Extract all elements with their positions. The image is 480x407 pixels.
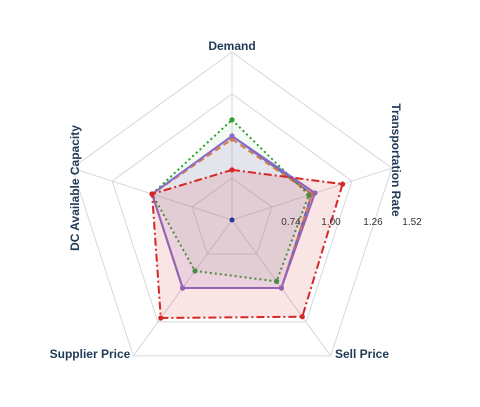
axis-label-3: Supplier Price: [50, 347, 131, 361]
tick-label-0: 0.74: [281, 217, 301, 228]
series-3-point-0: [229, 133, 235, 139]
series-3-point-2: [278, 285, 284, 291]
tick-label-2: 1.26: [363, 217, 383, 228]
radar-series: [149, 117, 346, 321]
series-4-point-3: [158, 315, 164, 321]
series-line-3: [151, 135, 316, 289]
series-4-point-1: [340, 181, 346, 187]
series-4-point-2: [299, 314, 305, 320]
grid-ring-2: [111, 93, 353, 323]
series-2: [149, 117, 312, 284]
series-3-point-3: [180, 285, 186, 291]
series-line-4: [151, 168, 344, 319]
series-2-point-1: [306, 192, 312, 198]
radar-center-dot: [229, 217, 235, 223]
axis-label-4: DC Available Capacity: [68, 125, 82, 251]
grid-ring-0: [191, 177, 273, 255]
tick-label-1: 1.00: [321, 217, 341, 228]
series-4: [149, 167, 346, 321]
radar-labels: Demand Transportation Rate Sell Price Suppl…: [50, 39, 423, 361]
series-2-point-0: [229, 117, 235, 123]
series-3: [149, 133, 318, 291]
tick-label-3: 1.52: [402, 217, 422, 228]
series-2-point-3: [192, 268, 198, 274]
series-3-point-1: [312, 190, 318, 196]
axis-label-2: Sell Price: [335, 347, 389, 361]
series-4-point-0: [229, 167, 235, 173]
series-2-point-2: [274, 278, 280, 284]
axis-label-0: Demand: [208, 39, 255, 53]
series-4-point-4: [149, 191, 155, 197]
axis-label-1: Transportation Rate: [389, 103, 403, 217]
grid-ring-3: [71, 51, 393, 357]
series-line-2: [151, 118, 310, 283]
